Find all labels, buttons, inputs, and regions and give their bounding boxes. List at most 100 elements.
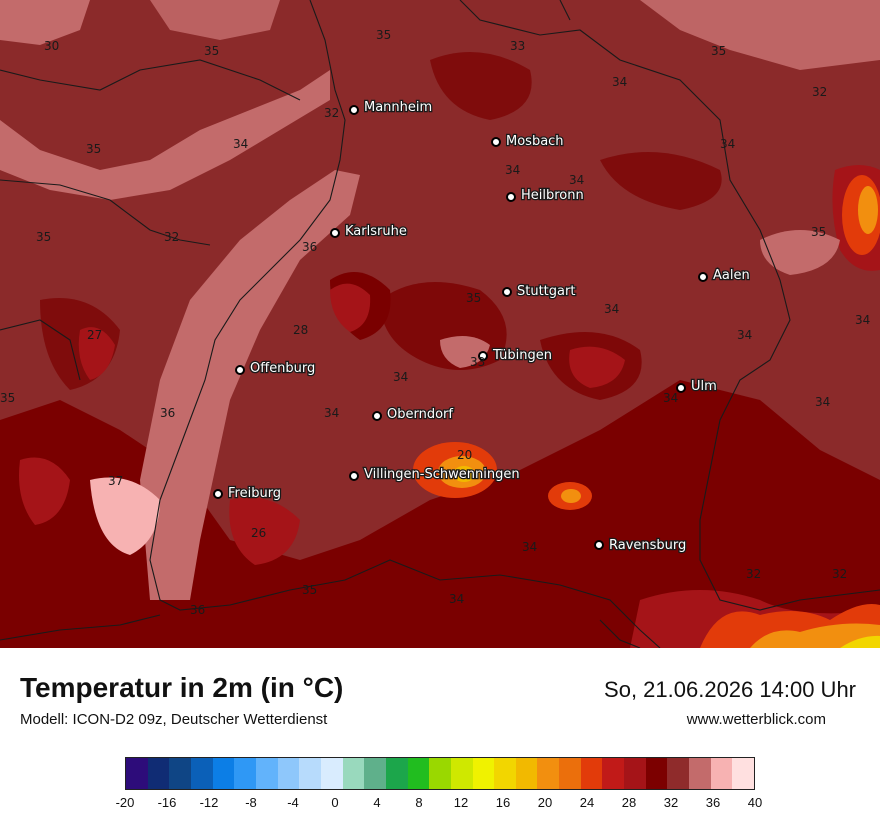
isoline-label: 35: [376, 28, 391, 42]
legend-swatch: [190, 758, 213, 789]
city-ulm[interactable]: Ulm: [676, 378, 718, 395]
legend-tick-label: 12: [453, 795, 469, 810]
legend-tick-label: -16: [157, 795, 177, 810]
legend-swatch: [299, 758, 321, 789]
city-aalen[interactable]: Aalen: [698, 267, 751, 284]
legend-swatch: [537, 758, 560, 789]
isoline-label: 32: [164, 230, 179, 244]
isoline-label: 34: [569, 173, 584, 187]
isoline-label: 35: [86, 142, 101, 156]
city-label: Mosbach: [506, 134, 564, 149]
legend-tick-label: -12: [199, 795, 219, 810]
legend-swatch: [689, 758, 711, 789]
map-footer: [0, 648, 880, 830]
legend-swatch: [732, 758, 755, 789]
city-mosbach[interactable]: Mosbach: [491, 133, 565, 150]
model-source: Modell: ICON-D2 09z, Deutscher Wetterdie…: [20, 711, 328, 728]
isoline-label: 34: [522, 540, 537, 554]
legend-swatch: [277, 758, 300, 789]
legend-swatch: [385, 758, 408, 789]
isoline-label: 34: [233, 137, 248, 151]
isoline-label: 34: [449, 592, 464, 606]
isoline-label: 34: [720, 137, 735, 151]
legend-swatch: [667, 758, 690, 789]
city-label: Oberndorf: [387, 407, 453, 422]
hot-spots: [413, 175, 880, 648]
legend-swatch: [212, 758, 235, 789]
city-freiburg[interactable]: Freiburg: [213, 485, 282, 502]
isoline-labels: 30 35 35 33 35 34 32 32 34 35 34 34 34 3…: [0, 28, 870, 617]
isoline-label: 28: [293, 323, 308, 337]
city-label: Heilbronn: [521, 188, 584, 203]
color-legend: [125, 757, 755, 790]
city-ravensburg[interactable]: Ravensburg: [594, 537, 688, 554]
city-label: Tübingen: [492, 348, 552, 363]
city-label: Aalen: [713, 268, 750, 283]
temperature-map: Mannheim Mosbach Heilbronn Karlsruhe Aal…: [0, 0, 880, 648]
isoline-label: 35: [0, 391, 15, 405]
isoline-label: 35: [811, 225, 826, 239]
isoline-label: 34: [324, 406, 339, 420]
legend-swatch: [602, 758, 625, 789]
legend-swatch: [342, 758, 365, 789]
isoline-label: 34: [604, 302, 619, 316]
legend-tick-label: -4: [287, 795, 299, 810]
legend-tick-label: -8: [245, 795, 257, 810]
website-link[interactable]: www.wetterblick.com: [686, 711, 826, 728]
isoline-label: 34: [612, 75, 627, 89]
city-offenburg[interactable]: Offenburg: [235, 360, 317, 377]
city-markers: Mannheim Mosbach Heilbronn Karlsruhe Aal…: [213, 99, 751, 554]
isoline-label: 36: [160, 406, 175, 420]
city-label: Karlsruhe: [345, 224, 407, 239]
legend-swatch: [559, 758, 581, 789]
isoline-label: 33: [470, 355, 485, 369]
city-label: Ravensburg: [609, 538, 686, 553]
borders: [0, 0, 880, 648]
isoline-label: 32: [746, 567, 761, 581]
rhine-valley: [0, 0, 880, 600]
legend-swatch: [320, 758, 343, 789]
legend-swatch: [450, 758, 473, 789]
isoline-label: 35: [36, 230, 51, 244]
isoline-label: 34: [663, 391, 678, 405]
legend-tick-label: 32: [663, 795, 679, 810]
city-heilbronn[interactable]: Heilbronn: [506, 187, 585, 204]
city-label: Villingen-Schwenningen: [364, 467, 520, 482]
city-tuebingen[interactable]: Tübingen: [478, 347, 553, 364]
isoline-label: 32: [832, 567, 847, 581]
legend-swatch: [580, 758, 603, 789]
isoline-label: 36: [302, 240, 317, 254]
city-mannheim[interactable]: Mannheim: [349, 99, 433, 116]
city-stuttgart[interactable]: Stuttgart: [502, 283, 577, 300]
isoline-label: 35: [204, 44, 219, 58]
isoline-label: 34: [855, 313, 870, 327]
map-canvas: Mannheim Mosbach Heilbronn Karlsruhe Aal…: [0, 0, 880, 648]
legend-tick-label: 16: [495, 795, 511, 810]
isoline-label: 34: [393, 370, 408, 384]
isoline-label: 34: [737, 328, 752, 342]
city-label: Mannheim: [364, 100, 432, 115]
legend-swatch: [147, 758, 170, 789]
legend-tick-label: 40: [747, 795, 763, 810]
legend-swatch: [234, 758, 256, 789]
city-villingen-schwenningen[interactable]: Villingen-Schwenningen: [349, 466, 521, 483]
isoline-label: 34: [505, 163, 520, 177]
isoline-label: 32: [812, 85, 827, 99]
city-oberndorf[interactable]: Oberndorf: [372, 406, 455, 423]
city-label: Freiburg: [228, 486, 281, 501]
legend-swatch: [710, 758, 733, 789]
legend-tick-label: 8: [415, 795, 423, 810]
legend-tick-label: -20: [115, 795, 135, 810]
isoline-label: 35: [466, 291, 481, 305]
legend-swatch: [126, 758, 148, 789]
isoline-label: 35: [711, 44, 726, 58]
legend-swatch: [624, 758, 646, 789]
legend-swatch: [494, 758, 516, 789]
isoline-label: 35: [302, 583, 317, 597]
legend-swatch: [407, 758, 430, 789]
isoline-label: 34: [815, 395, 830, 409]
legend-swatch: [429, 758, 451, 789]
city-karlsruhe[interactable]: Karlsruhe: [330, 223, 408, 240]
city-label: Stuttgart: [517, 284, 575, 299]
legend-tick-label: 28: [621, 795, 637, 810]
